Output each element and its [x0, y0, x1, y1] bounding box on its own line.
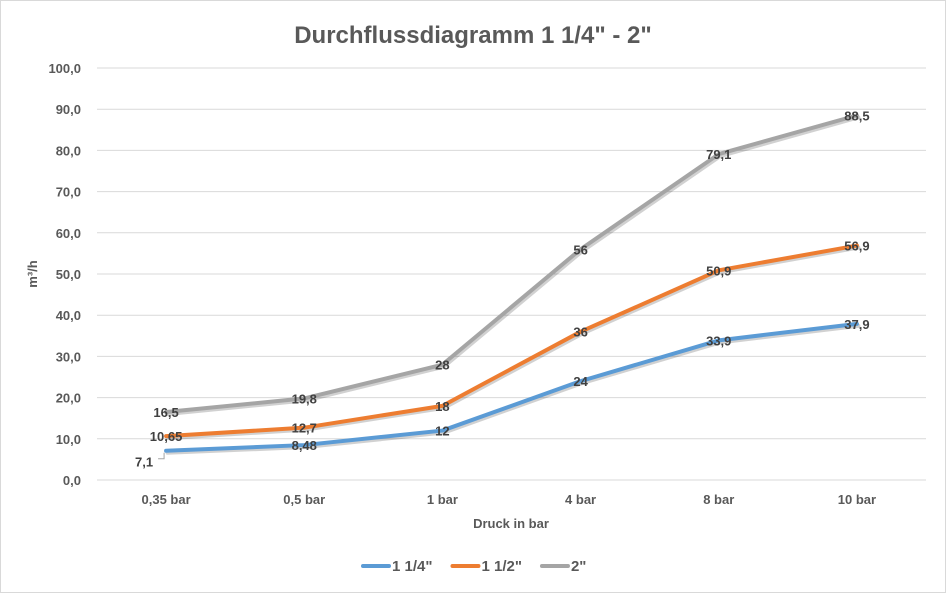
y-tick-label: 60,0 — [56, 226, 81, 241]
y-tick-label: 80,0 — [56, 143, 81, 158]
data-label: 18 — [435, 399, 449, 414]
legend-label: 1 1/2" — [481, 558, 521, 575]
data-label: 56 — [573, 242, 587, 257]
data-label: 12,7 — [292, 421, 317, 436]
data-label: 88,5 — [844, 108, 869, 123]
data-label: 7,1 — [135, 455, 153, 470]
x-tick-label: 8 bar — [703, 492, 734, 507]
series-line-0 — [164, 321, 859, 453]
y-tick-label: 100,0 — [48, 61, 81, 76]
data-label: 12 — [435, 424, 449, 439]
series-shadow — [165, 245, 861, 441]
y-tick-label: 90,0 — [56, 102, 81, 117]
x-tick-label: 4 bar — [565, 492, 596, 507]
data-label: 8,48 — [292, 438, 317, 453]
y-tick-label: 30,0 — [56, 349, 81, 364]
y-tick-label: 20,0 — [56, 391, 81, 406]
data-label: 10,65 — [150, 429, 183, 444]
data-label: 36 — [573, 325, 587, 340]
y-tick-label: 0,0 — [63, 473, 81, 488]
x-axis-label: Druck in bar — [473, 516, 549, 531]
chart-title: Durchflussdiagramm 1 1/4" - 2" — [294, 22, 652, 49]
y-tick-label: 10,0 — [56, 432, 81, 447]
data-label: 19,8 — [292, 391, 317, 406]
data-label: 50,9 — [706, 263, 731, 278]
y-axis-label: m³/h — [25, 260, 40, 288]
x-tick-label: 10 bar — [838, 492, 876, 507]
x-tick-label: 0,5 bar — [283, 492, 325, 507]
y-tick-label: 50,0 — [56, 267, 81, 282]
data-label: 33,9 — [706, 333, 731, 348]
data-label: 79,1 — [706, 147, 731, 162]
x-tick-label: 0,35 bar — [142, 492, 191, 507]
series-shadow — [165, 115, 861, 417]
data-label: 56,9 — [844, 239, 869, 254]
data-label: 24 — [573, 374, 588, 389]
data-label: 28 — [435, 358, 449, 373]
legend-label: 2" — [571, 558, 586, 575]
legend-label: 1 1/4" — [392, 558, 432, 575]
series-line-1 — [164, 243, 859, 439]
y-tick-label: 40,0 — [56, 308, 81, 323]
series-line-2 — [164, 113, 859, 415]
y-tick-label: 70,0 — [56, 185, 81, 200]
data-label: 16,5 — [153, 405, 178, 420]
leader-line — [158, 452, 165, 460]
legend: 1 1/4" 1 1/2" 2" — [361, 558, 586, 575]
series-shadow — [165, 323, 861, 455]
data-label: 37,9 — [844, 317, 869, 332]
x-tick-label: 1 bar — [427, 492, 458, 507]
